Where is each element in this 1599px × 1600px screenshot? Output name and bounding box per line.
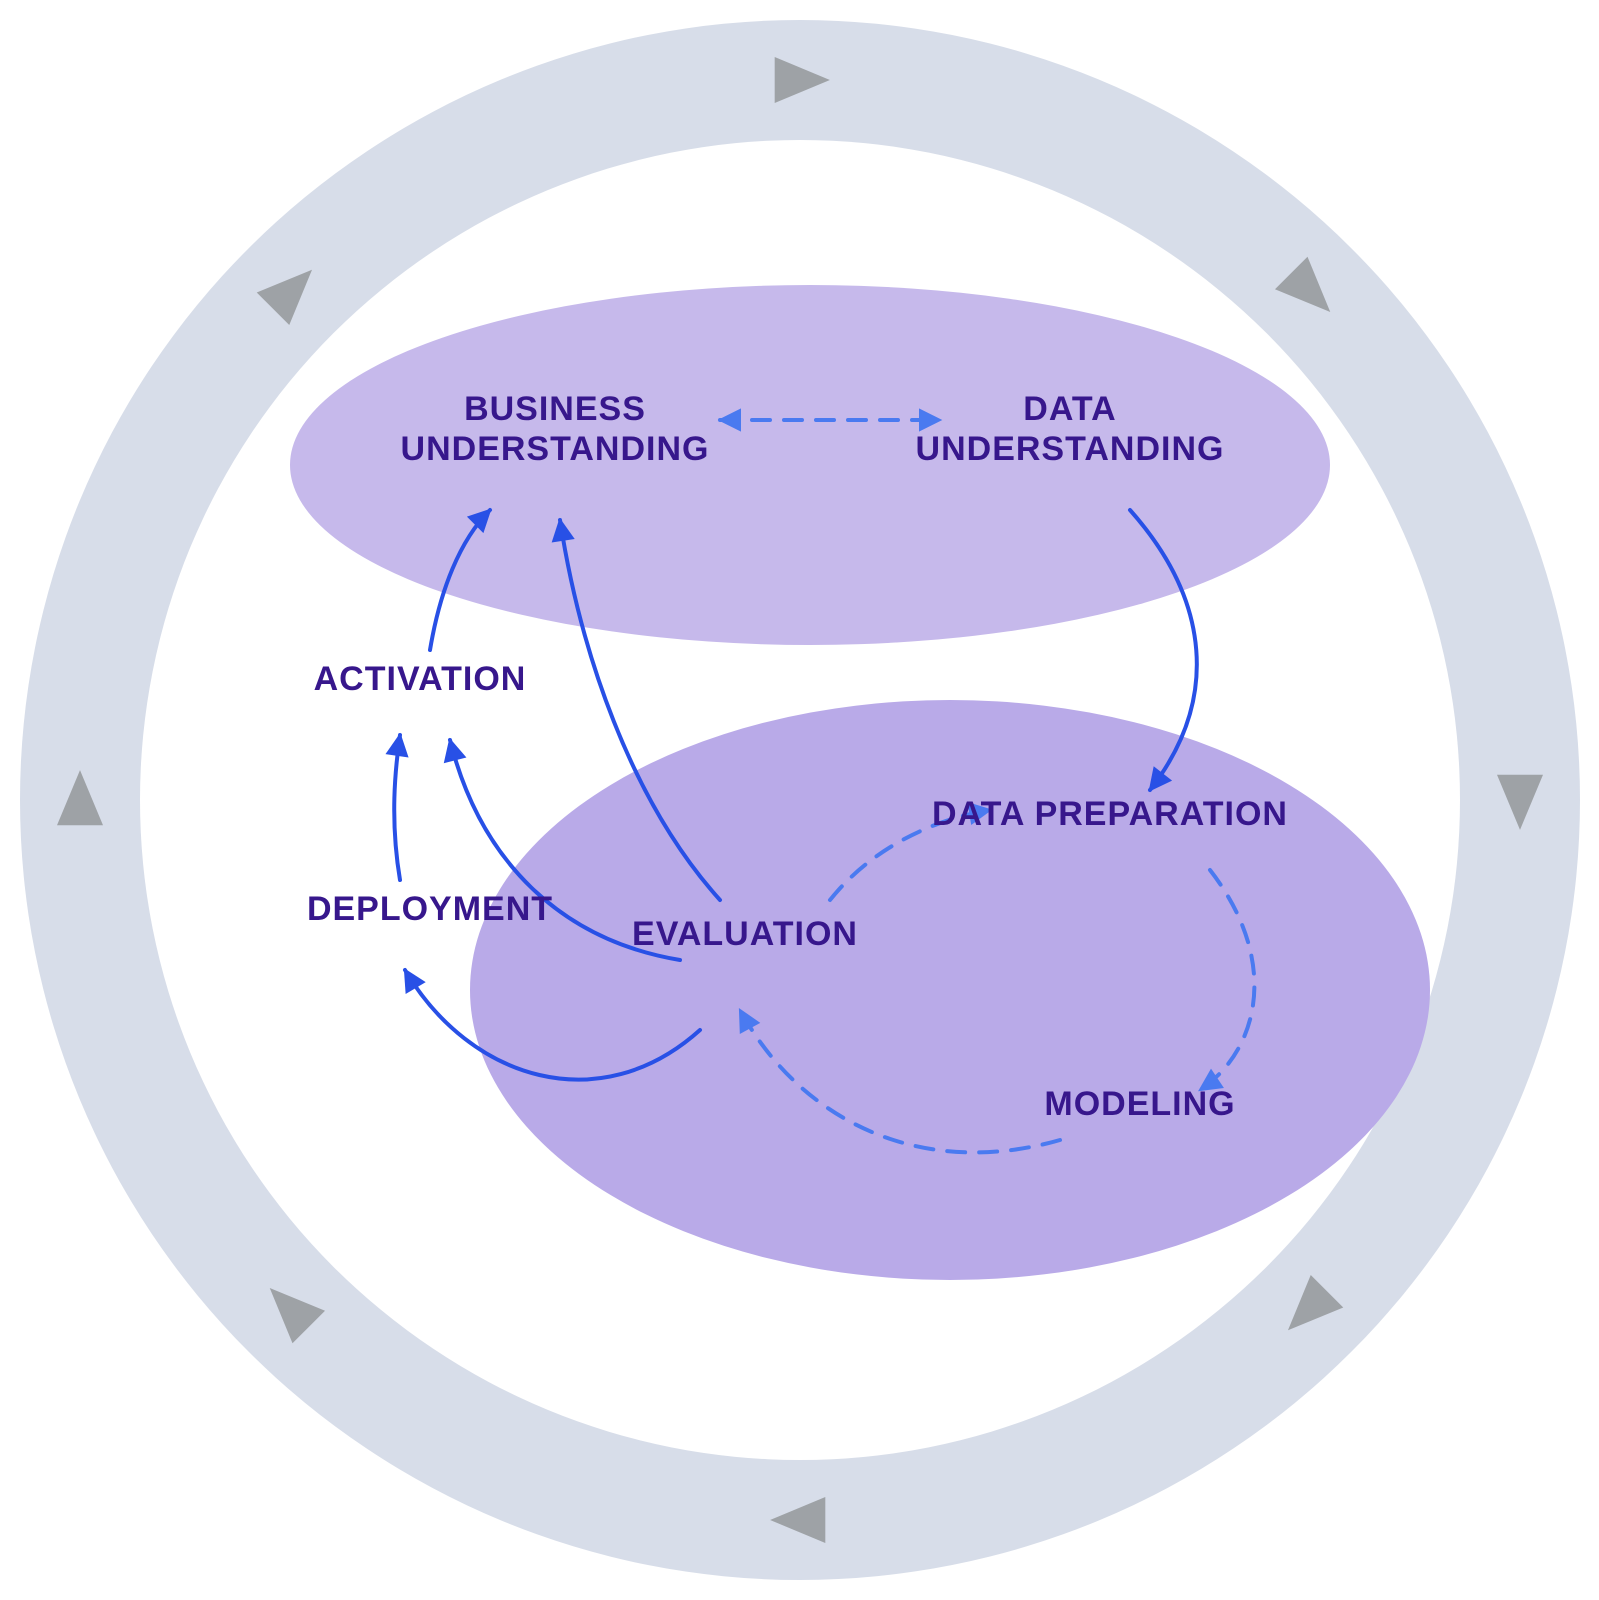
node-modeling: MODELING: [1044, 1085, 1235, 1123]
crisp-dm-diagram: BUSINESSUNDERSTANDINGDATAUNDERSTANDINGAC…: [0, 0, 1599, 1600]
node-evaluation: EVALUATION: [632, 915, 858, 953]
ellipse-bottom: [470, 700, 1430, 1280]
node-deployment: DEPLOYMENT: [307, 890, 553, 928]
node-activation: ACTIVATION: [314, 660, 527, 698]
node-data_preparation: DATA PREPARATION: [932, 795, 1288, 833]
